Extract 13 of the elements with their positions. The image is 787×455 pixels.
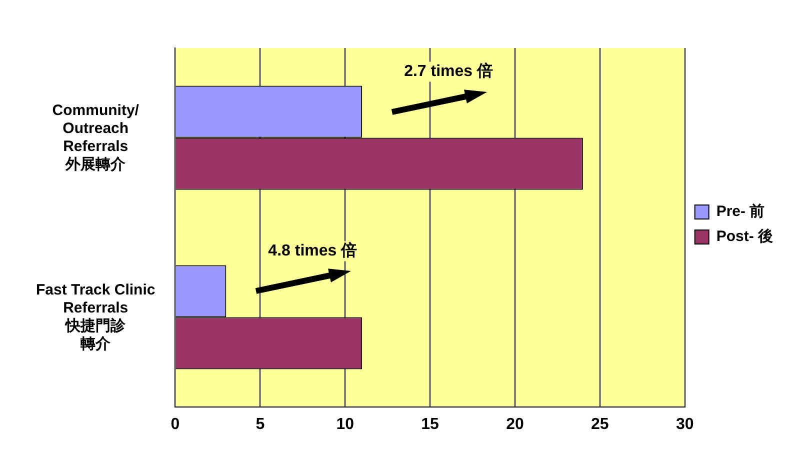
x-tick-label: 25 [591,416,609,434]
y-tick-label: Community/ Outreach Referrals 外展轉介 [52,102,140,173]
legend-label: Pre- 前 [716,203,765,220]
x-tick-label: 0 [170,416,180,434]
y-tick-label: Fast Track Clinic Referrals 快捷門診轉介 [36,281,156,352]
x-tick-label: 20 [506,416,524,434]
annotation: 2.7 times 倍 [404,62,494,80]
x-tick-label: 30 [676,416,694,434]
legend-label: Post- 後 [716,228,774,246]
annotation: 4.8 times 倍 [268,242,358,260]
x-tick-label: 15 [421,416,440,434]
x-tick-label: 10 [336,416,354,434]
x-tick-label: 5 [256,416,265,434]
